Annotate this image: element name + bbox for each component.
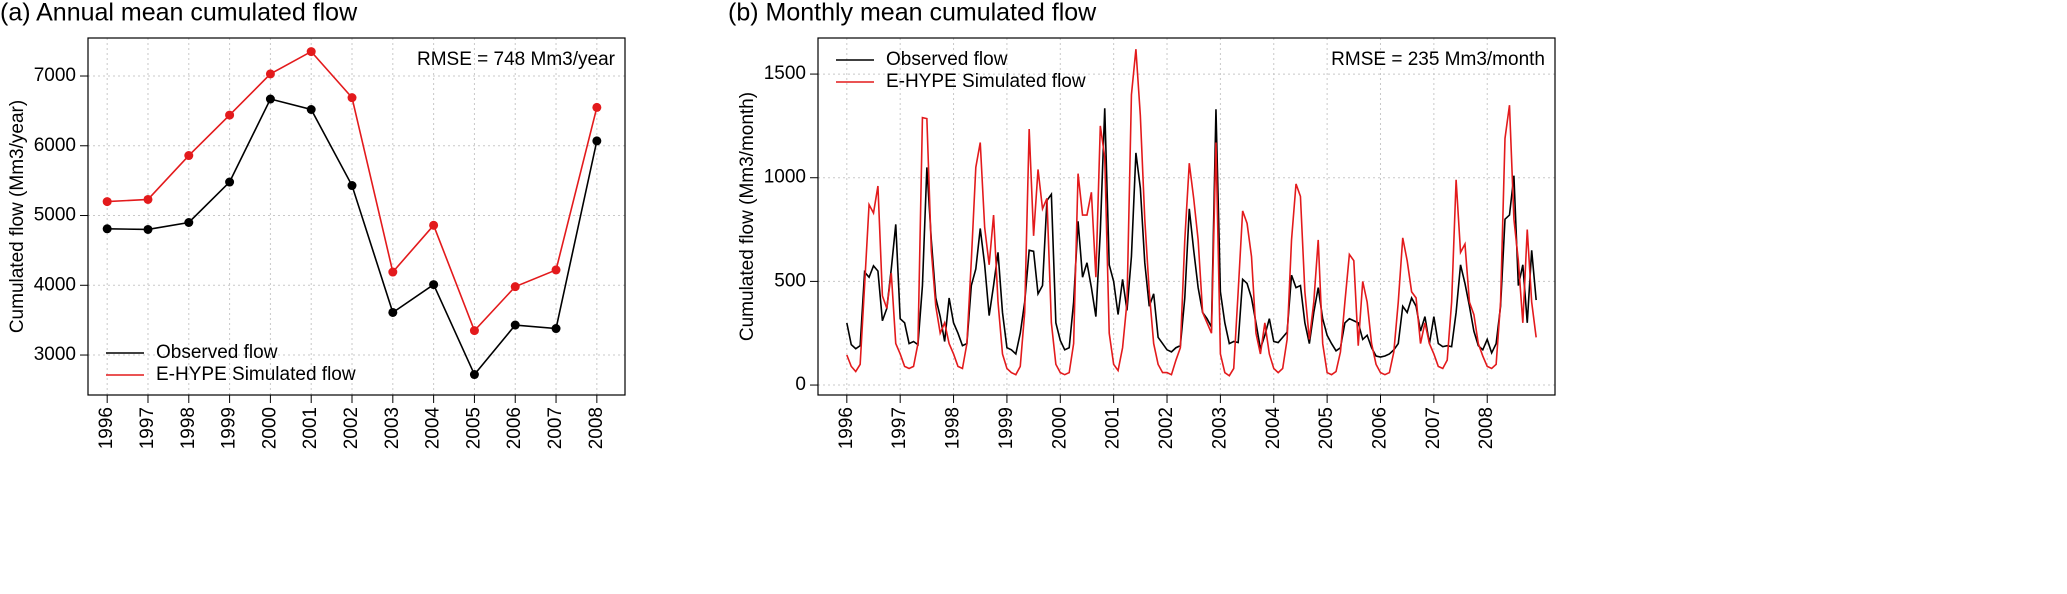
legend-label: Observed flow [156,342,278,363]
x-tick-label: 2005 [463,407,484,449]
legend-label: E-HYPE Simulated flow [156,364,356,385]
point [429,280,439,290]
x-tick-label: 2001 [300,407,321,449]
point [225,177,235,187]
x-tick-label: 2007 [545,407,566,449]
point [510,320,520,330]
point [265,69,275,79]
point [306,104,316,114]
legend-label: E-HYPE Simulated flow [886,71,1086,92]
chart-title: (b) Monthly mean cumulated flow [728,0,1097,27]
point [347,93,357,103]
point [102,224,112,234]
point [429,220,439,230]
x-tick-label: 2008 [1476,407,1497,449]
x-tick-label: 1999 [219,407,240,449]
plot-frame [87,37,626,396]
point [388,267,398,277]
x-tick-label: 2008 [586,407,607,449]
point [592,136,602,146]
legend-label: Observed flow [886,49,1008,70]
y-tick-label: 500 [774,270,806,291]
y-tick-label: 4000 [34,274,76,295]
y-tick-label: 3000 [34,344,76,365]
x-tick-label: 2002 [341,407,362,449]
point [551,265,561,275]
annotation: RMSE = 235 Mm3/month [1331,49,1545,70]
x-tick-label: 2005 [1316,407,1337,449]
annotation: RMSE = 748 Mm3/year [417,49,616,70]
x-tick-label: 2002 [1156,407,1177,449]
y-axis-label: Cumulated flow (Mm3/month) [737,92,758,341]
y-axis-label: Cumulated flow (Mm3/year) [7,100,28,333]
point [469,326,479,336]
point [184,217,194,227]
x-tick-label: 2004 [1263,407,1284,450]
y-tick-label: 6000 [34,135,76,156]
x-tick-label: 1998 [178,407,199,449]
point [143,194,153,204]
plot-frame [817,37,1556,396]
series-line [846,49,1537,377]
x-tick-label: 1999 [996,407,1017,449]
point [184,151,194,161]
x-tick-label: 2001 [1103,407,1124,449]
x-tick-label: 2006 [1370,407,1391,449]
point [102,197,112,207]
y-tick-label: 5000 [34,205,76,226]
y-tick-label: 1500 [764,63,806,84]
x-tick-label: 1996 [836,407,857,449]
series-line [846,108,1537,358]
x-tick-label: 1998 [943,407,964,449]
chart-title: (a) Annual mean cumulated flow [0,0,358,27]
x-tick-label: 1997 [137,407,158,449]
point [225,110,235,120]
x-tick-label: 2006 [504,407,525,449]
x-tick-label: 2003 [1209,407,1230,449]
y-tick-label: 0 [795,374,806,395]
point [551,324,561,334]
x-tick-label: 2003 [382,407,403,449]
x-tick-label: 2000 [1049,407,1070,449]
point [306,47,316,57]
x-tick-label: 1997 [889,407,910,449]
point [510,282,520,292]
x-tick-label: 2004 [423,407,444,450]
point [265,94,275,104]
point [592,102,602,112]
point [388,307,398,317]
y-tick-label: 7000 [34,65,76,86]
y-tick-label: 1000 [764,167,806,188]
x-tick-label: 2000 [259,407,280,449]
x-tick-label: 2007 [1423,407,1444,449]
point [469,370,479,380]
point [143,224,153,234]
x-tick-label: 1996 [96,407,117,449]
point [347,181,357,191]
